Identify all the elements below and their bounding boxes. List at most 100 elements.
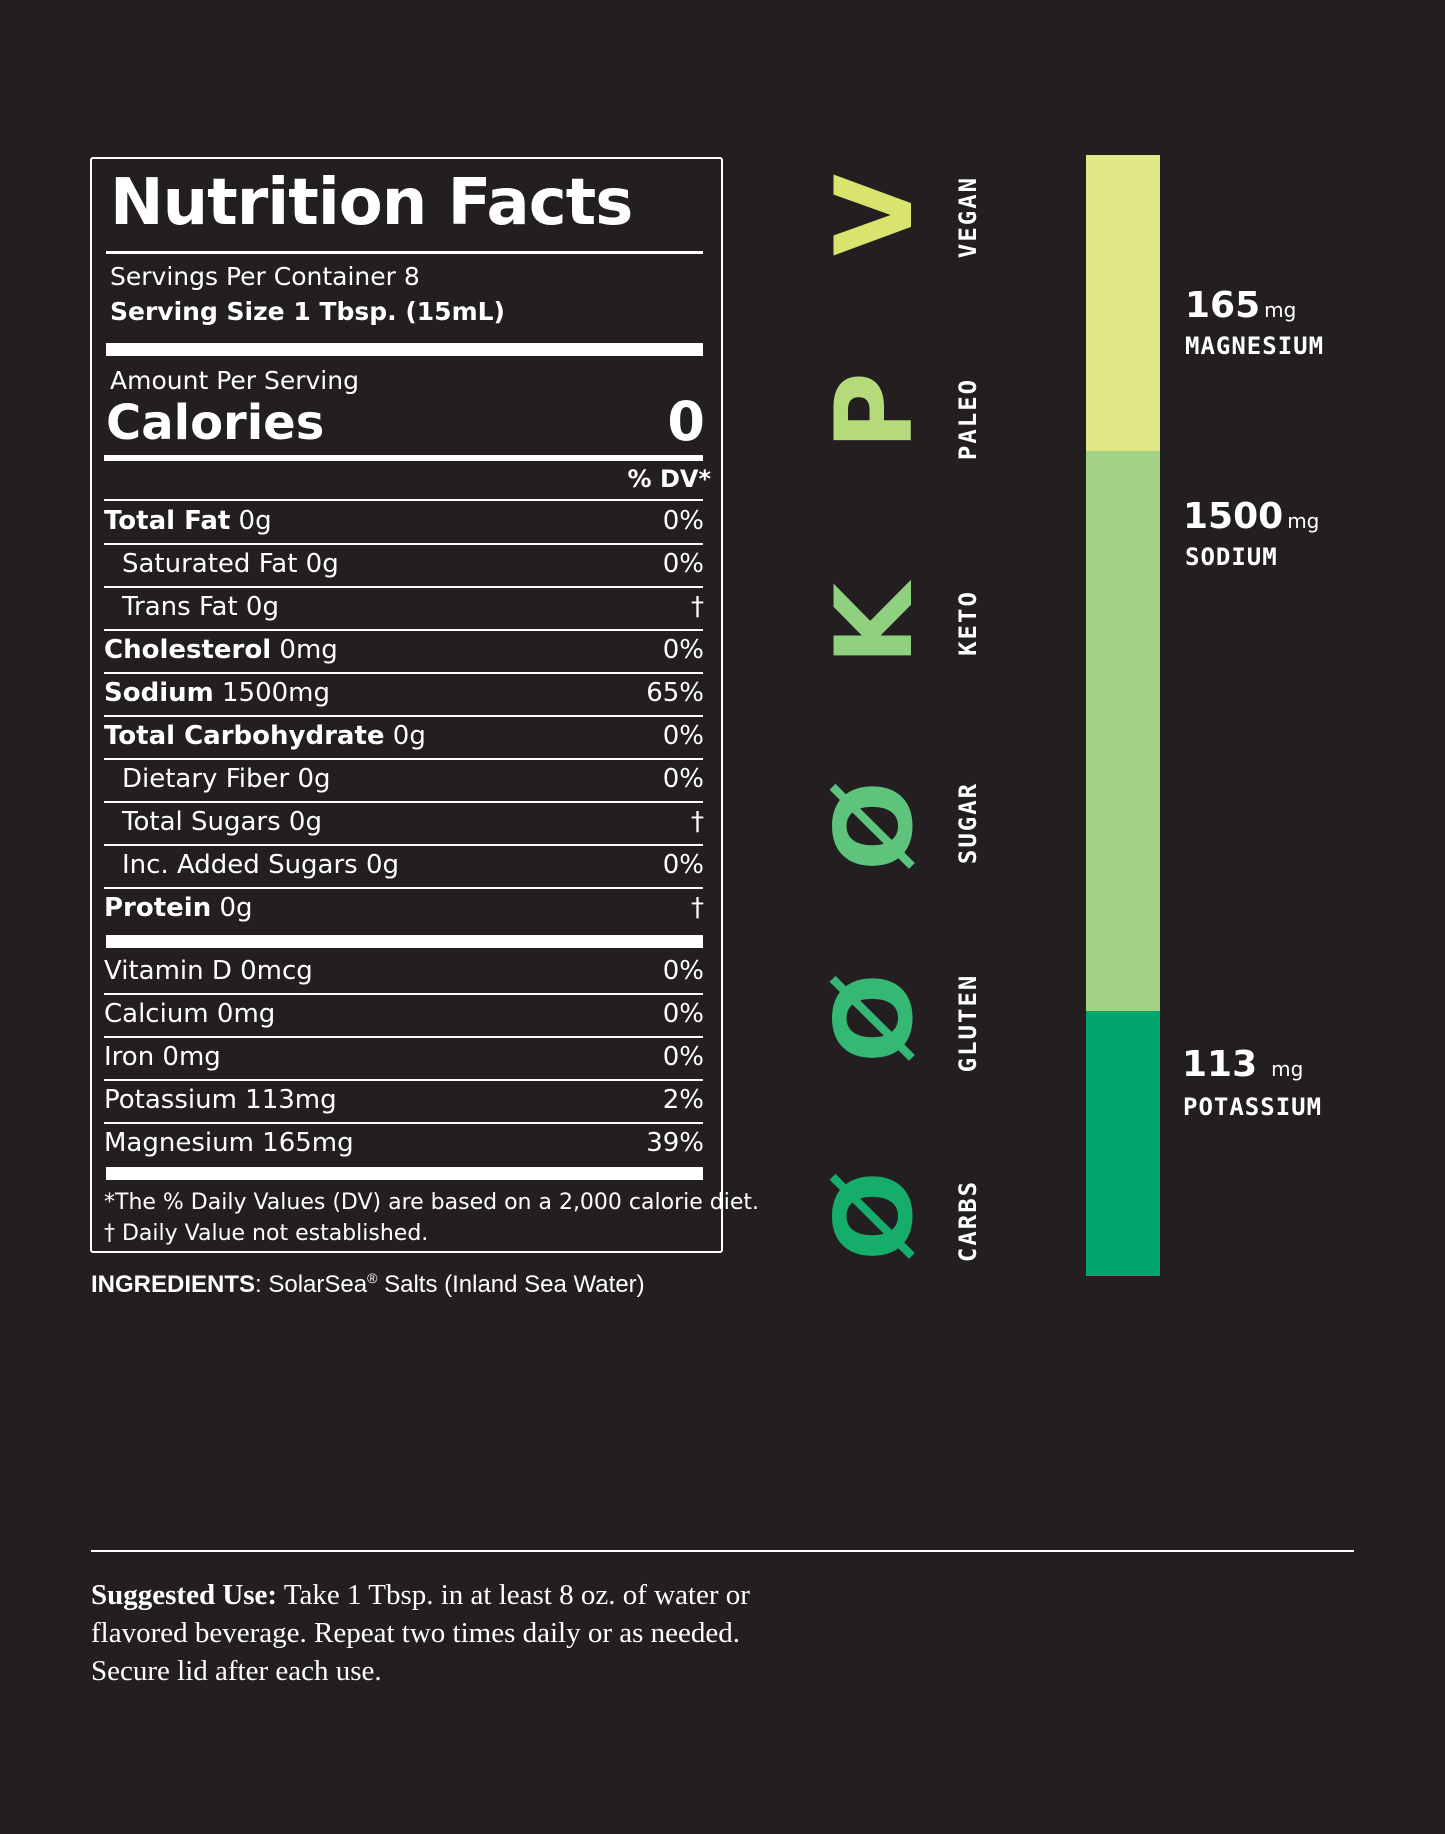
vitamin-name: Vitamin D 0mcg <box>104 956 313 986</box>
badge-letter: K <box>812 582 936 666</box>
nutrient-name: Total Carbohydrate <box>104 721 385 751</box>
vitamin-dv: 2% <box>662 1085 704 1115</box>
potassium-label: POTASSIUM <box>1183 1093 1323 1121</box>
ingredients-label: INGREDIENTS <box>91 1271 256 1298</box>
nutrient-row: Saturated Fat 0g 0% <box>104 543 704 586</box>
vitamin-dv: 0% <box>662 999 704 1029</box>
row-divider <box>104 758 703 760</box>
zero-gluten-icon: Ø <box>813 965 936 1071</box>
sodium-label: SODIUM <box>1185 543 1278 571</box>
nutrient-dv: 0% <box>662 850 704 880</box>
row-divider <box>104 1036 703 1038</box>
nutrient-dv: † <box>691 807 704 837</box>
vitamin-dv: 0% <box>662 1042 704 1072</box>
row-divider <box>104 586 703 588</box>
vitamin-row: Magnesium 165mg 39% <box>104 1122 704 1165</box>
row-divider <box>104 801 703 803</box>
divider-medium <box>104 455 703 461</box>
row-divider <box>104 543 703 545</box>
row-divider <box>104 1079 703 1081</box>
badge-word: GLUTEN <box>954 973 982 1073</box>
divider-thin <box>106 251 703 254</box>
divider-thick <box>106 935 703 948</box>
nutrient-dv: 0% <box>662 764 704 794</box>
divider-thin <box>104 499 703 501</box>
badge-word: VEGAN <box>954 175 982 259</box>
nutrient-dv: 0% <box>662 506 704 536</box>
nutrient-name: Total Fat <box>104 506 231 536</box>
badge-letter: P <box>812 372 936 450</box>
vegan-badge-icon: V <box>813 162 936 268</box>
ingredients-text-end: Salts (Inland Sea Water) <box>377 1271 645 1298</box>
vitamin-row: Calcium 0mg 0% <box>104 993 704 1036</box>
vitamin-name: Calcium 0mg <box>104 999 276 1029</box>
badge-word: KETO <box>954 590 982 656</box>
nutrition-title: Nutrition Facts <box>110 166 633 240</box>
row-divider <box>104 844 703 846</box>
nutrient-name: Saturated Fat 0g <box>122 549 339 579</box>
vitamin-row: Vitamin D 0mcg 0% <box>104 950 704 993</box>
mineral-unit: mg <box>1264 298 1297 322</box>
zero-sugar-icon: Ø <box>813 773 936 879</box>
nutrient-row: Total Sugars 0g † <box>104 801 704 844</box>
divider-thick <box>106 343 703 356</box>
section-divider <box>91 1550 1354 1552</box>
nutrient-row: Protein 0g † <box>104 887 704 930</box>
calories-value: 0 <box>667 390 705 453</box>
magnesium-bar <box>1086 155 1160 451</box>
vitamin-name: Potassium 113mg <box>104 1085 337 1115</box>
nutrient-row: Inc. Added Sugars 0g 0% <box>104 844 704 887</box>
nutrient-dv: † <box>691 592 704 622</box>
nutrient-amount: 1500mg <box>213 678 330 708</box>
magnesium-label: MAGNESIUM <box>1185 332 1325 360</box>
nutrient-amount: 0mg <box>271 635 338 665</box>
mineral-value: 1500 <box>1183 496 1284 537</box>
vitamin-dv: 0% <box>662 956 704 986</box>
mineral-unit: mg <box>1287 509 1320 533</box>
nutrient-dv: 0% <box>662 635 704 665</box>
row-divider <box>104 1122 703 1124</box>
row-divider <box>104 993 703 995</box>
row-divider <box>104 715 703 717</box>
mineral-value: 113 <box>1182 1044 1258 1085</box>
amount-per-serving: Amount Per Serving <box>110 366 359 395</box>
zero-carbs-icon: Ø <box>813 1163 936 1269</box>
badge-letter: Ø <box>813 972 937 1064</box>
nutrient-row: Sodium 1500mg 65% <box>104 672 704 715</box>
nutrition-facts-panel: Nutrition Facts Servings Per Container 8… <box>90 157 759 1253</box>
nutrient-name: Total Sugars 0g <box>122 807 322 837</box>
mineral-value: 165 <box>1185 285 1261 326</box>
badge-letter: Ø <box>813 780 937 872</box>
serving-size: Serving Size 1 Tbsp. (15mL) <box>110 297 505 326</box>
sodium-amount: 1500 mg <box>1183 499 1319 535</box>
potassium-bar <box>1086 1011 1160 1276</box>
divider-thick <box>106 1167 703 1180</box>
suggested-use-text: Take 1 Tbsp. in at least 8 oz. of water … <box>91 1579 750 1687</box>
calories-label: Calories <box>106 395 325 451</box>
vitamin-name: Iron 0mg <box>104 1042 221 1072</box>
ingredients-text: : SolarSea <box>255 1271 368 1298</box>
nutrient-dv: 0% <box>662 549 704 579</box>
badge-word: SUGAR <box>954 781 982 865</box>
magnesium-amount: 165 mg <box>1185 288 1296 324</box>
nutrient-amount: 0g <box>211 893 253 923</box>
badge-letter: Ø <box>813 1170 937 1262</box>
nutrient-dv: † <box>691 893 704 923</box>
nutrient-amount: 0g <box>230 506 272 536</box>
nutrient-name: Protein <box>104 893 212 923</box>
nutrient-name: Cholesterol <box>104 635 272 665</box>
dv-header: % DV* <box>627 465 711 493</box>
suggested-use-label: Suggested Use: <box>91 1579 278 1611</box>
vitamin-row: Iron 0mg 0% <box>104 1036 704 1079</box>
nutrient-name: Trans Fat 0g <box>122 592 279 622</box>
row-divider <box>104 629 703 631</box>
badge-word: CARBS <box>954 1179 982 1263</box>
nutrient-row: Cholesterol 0mg 0% <box>104 629 704 672</box>
paleo-badge-icon: P <box>813 358 936 464</box>
ingredients-line: INGREDIENTS: SolarSea® Salts (Inland Sea… <box>91 1270 645 1299</box>
vitamin-name: Magnesium 165mg <box>104 1128 354 1158</box>
nutrient-row: Trans Fat 0g † <box>104 586 704 629</box>
nutrient-name: Sodium <box>104 678 214 708</box>
registered-mark: ® <box>367 1270 378 1286</box>
suggested-use: Suggested Use: Take 1 Tbsp. in at least … <box>91 1576 751 1690</box>
